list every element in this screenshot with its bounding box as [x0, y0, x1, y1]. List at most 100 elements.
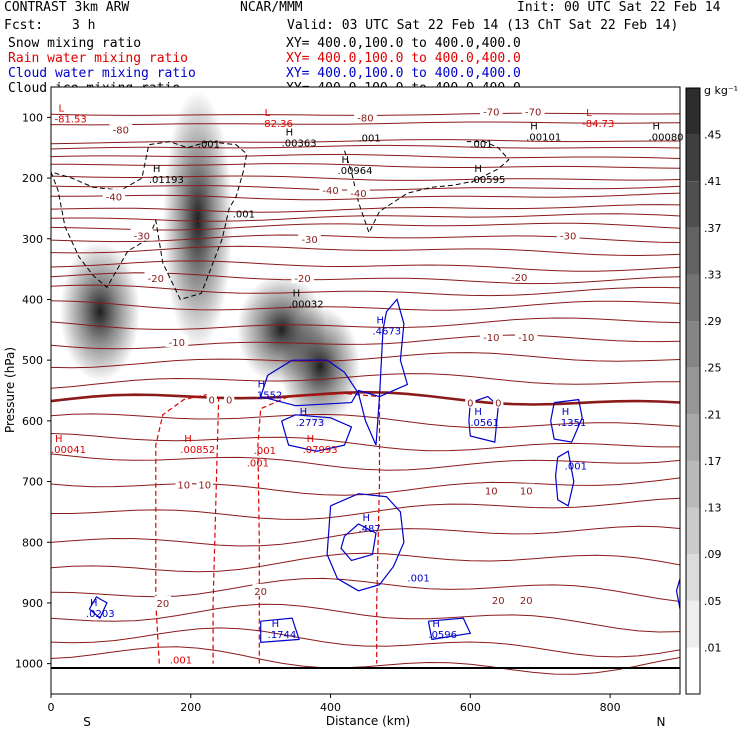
- extremum-value: .00101: [526, 132, 561, 143]
- extremum-value: .1744: [268, 630, 297, 641]
- colorbar-swatch: [686, 227, 700, 275]
- colorbar: .01 .05 .09 .13 .17 .21 .25 .29 .33 .37 .41 .45 g kg…: [685, 84, 738, 695]
- temperature-contour: [51, 627, 680, 658]
- extremum-value: -81.53: [54, 114, 86, 125]
- colorbar-tick-label: .45: [704, 129, 722, 142]
- cloud-contour-735: [554, 450, 575, 507]
- extremum-letter: H: [474, 407, 482, 418]
- cloud-contour-main: [260, 298, 409, 446]
- cloud-contour-560: [468, 395, 499, 443]
- temperature-label: 0: [226, 396, 232, 407]
- colorbar-tick-label: .33: [704, 268, 722, 281]
- extremum-value: .1552: [254, 390, 283, 401]
- temperature-contour: [51, 413, 680, 429]
- extremum-letter: H: [474, 164, 482, 175]
- ice-contour-west: [51, 141, 248, 300]
- temperature-label: 10: [520, 487, 533, 498]
- y-tick-label: 200: [22, 172, 43, 185]
- valid-time: Valid: 03 UTC Sat 22 Feb 14 (13 ChT Sat …: [287, 18, 679, 33]
- field-xsec-rain: XY= 400.0,100.0 to 400.0,400.0: [286, 51, 521, 66]
- temperature-contour: [51, 334, 680, 350]
- temperature-label: -40: [322, 186, 338, 197]
- field-name-rain: Rain water mixing ratio: [8, 51, 189, 66]
- organization: NCAR/MMM: [240, 0, 303, 15]
- extremum-letter: H: [90, 598, 98, 609]
- extremum-value: .00964: [338, 166, 373, 177]
- colorbar-swatch: [686, 181, 700, 228]
- field-xsec-cloud: XY= 400.0,100.0 to 400.0,400.0: [286, 66, 521, 81]
- cloud-contour-sw: [88, 596, 108, 620]
- temperature-label-bg: [347, 186, 370, 199]
- temperature-label: 20: [254, 587, 267, 598]
- plot-area: [51, 87, 680, 694]
- x-axis-title: Distance (km): [326, 714, 410, 728]
- x-tick-label: 600: [460, 701, 481, 714]
- colorbar-tick-label: .25: [704, 362, 722, 375]
- temperature-label-bg: [493, 395, 504, 408]
- temperature-label: 10: [198, 481, 211, 492]
- snow-blob: [59, 241, 140, 382]
- extremum-letter: H: [153, 164, 161, 175]
- x-end-right: N: [657, 715, 666, 729]
- extremum-value: .0596: [428, 630, 457, 641]
- temperature-label: 20: [156, 599, 169, 610]
- rain-water-contours: [155, 392, 381, 664]
- extremum-letter: H: [363, 513, 371, 524]
- temperature-contour: [51, 300, 680, 311]
- temperature-contour: [51, 260, 680, 272]
- temperature-label: 20: [492, 596, 505, 607]
- temperature-label-bg: [556, 228, 580, 241]
- temperature-label-bg: [154, 595, 172, 608]
- colorbar-frame: [685, 87, 701, 695]
- temperature-label-bg: [291, 271, 314, 284]
- temperature-contour: [51, 245, 680, 257]
- extremum-letter: L: [58, 103, 64, 114]
- temperature-label: 20: [520, 596, 533, 607]
- temperature-label-bg: [165, 334, 189, 347]
- rain-contour-west: [155, 392, 220, 664]
- x-tick-label: 400: [320, 701, 341, 714]
- temperature-label-bg: [196, 477, 213, 490]
- temperature-label-bg: [206, 392, 217, 405]
- temperature-label-bg: [518, 592, 535, 605]
- temperature-label-bg: [465, 395, 476, 408]
- temperature-label: -70: [483, 107, 499, 118]
- colorbar-swatch: [686, 274, 700, 322]
- y-tick-label: 400: [22, 293, 43, 306]
- extremum-letter: H: [272, 619, 280, 630]
- temperature-contour: [51, 317, 680, 330]
- contour-labels: -80 -80 -70 -70 -40 -40 -40 -30 -30 -30 -20 -20 -20 -…: [51, 103, 684, 666]
- temperature-label: -30: [134, 232, 150, 243]
- extremum-letter: L: [265, 108, 271, 119]
- field-name-cloud: Cloud water mixing ratio: [8, 66, 196, 81]
- temperature-contour: [51, 121, 680, 126]
- temperature-contour: [51, 144, 680, 150]
- temperature-label-bg: [480, 330, 503, 343]
- contour-label: .001: [565, 461, 587, 472]
- extremum-value: .00032: [289, 299, 324, 310]
- x-end-left: S: [83, 715, 91, 729]
- extremum-letter: H: [307, 434, 315, 445]
- temperature-contour: [51, 552, 680, 573]
- extremum-value: .07993: [303, 445, 338, 456]
- y-tick-label: 500: [22, 354, 43, 367]
- contour-label: .001: [233, 210, 255, 221]
- x-tick-label: 200: [180, 701, 201, 714]
- colorbar-tick-label: .01: [704, 641, 722, 654]
- cloud-contour-1744: [260, 617, 300, 644]
- temperature-label: -10: [169, 338, 185, 349]
- temperature-label-bg: [518, 483, 535, 496]
- extremum-letter: H: [286, 128, 294, 139]
- field-name-snow: Snow mixing ratio: [8, 36, 142, 51]
- contour-label: .001: [359, 134, 381, 145]
- colorbar-swatch: [686, 88, 700, 135]
- extremum-letter: H: [300, 407, 308, 418]
- extremum-value: .00852: [180, 445, 215, 456]
- cloud-contour-inner: [281, 414, 353, 452]
- colorbar-tick-label: .05: [704, 595, 722, 608]
- temperature-label-bg: [507, 269, 531, 282]
- extremum-letter: H: [653, 121, 661, 132]
- cloud-contour-lower-inner: [340, 523, 377, 562]
